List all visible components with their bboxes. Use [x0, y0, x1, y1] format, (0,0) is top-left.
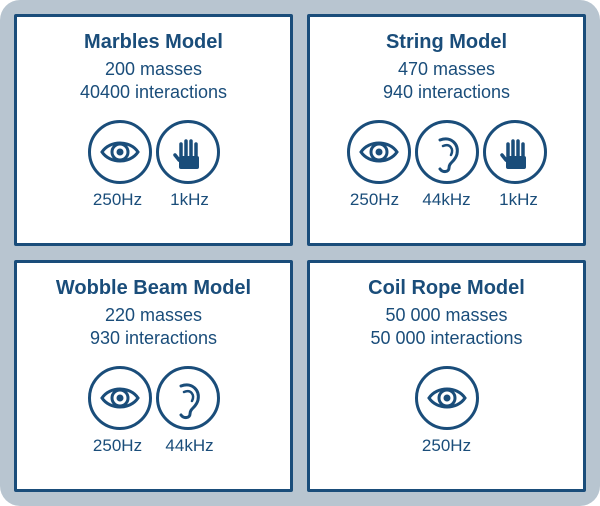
freq-label: 1kHz [485, 190, 553, 210]
interactions-line: 50 000 interactions [370, 328, 522, 349]
freq-row: 250Hz44kHz [25, 436, 282, 456]
freq-row: 250Hz1kHz [25, 190, 282, 210]
card-title: Marbles Model [84, 31, 223, 54]
model-card: Marbles Model 200 masses40400 interaction… [14, 14, 293, 246]
eye-icon [415, 366, 479, 430]
freq-row: 250Hz [318, 436, 575, 456]
freq-row: 250Hz44kHz1kHz [318, 190, 575, 210]
model-card: Wobble Beam Model 220 masses930 interacti… [14, 260, 293, 492]
freq-label: 44kHz [156, 436, 224, 456]
freq-label: 250Hz [413, 436, 481, 456]
interactions-line: 940 interactions [383, 82, 510, 103]
interactions-line: 40400 interactions [80, 82, 227, 103]
model-card: String Model 470 masses940 interactions 25… [307, 14, 586, 246]
masses-line: 200 masses [105, 59, 202, 80]
eye-icon [88, 366, 152, 430]
sensors-row [88, 366, 220, 430]
hand-icon [483, 120, 547, 184]
freq-label: 44kHz [413, 190, 481, 210]
masses-line: 50 000 masses [385, 305, 507, 326]
sensors-row [347, 120, 547, 184]
model-card: Coil Rope Model 50 000 masses50 000 inter… [307, 260, 586, 492]
freq-label: 1kHz [156, 190, 224, 210]
models-grid: Marbles Model 200 masses40400 interaction… [0, 0, 600, 506]
card-title: Coil Rope Model [368, 277, 525, 300]
freq-label: 250Hz [84, 190, 152, 210]
card-title: String Model [386, 31, 507, 54]
hand-icon [156, 120, 220, 184]
sensors-row [415, 366, 479, 430]
interactions-line: 930 interactions [90, 328, 217, 349]
sensors-row [88, 120, 220, 184]
masses-line: 470 masses [398, 59, 495, 80]
eye-icon [88, 120, 152, 184]
card-title: Wobble Beam Model [56, 277, 251, 300]
masses-line: 220 masses [105, 305, 202, 326]
ear-icon [415, 120, 479, 184]
ear-icon [156, 366, 220, 430]
eye-icon [347, 120, 411, 184]
freq-label: 250Hz [341, 190, 409, 210]
freq-label: 250Hz [84, 436, 152, 456]
